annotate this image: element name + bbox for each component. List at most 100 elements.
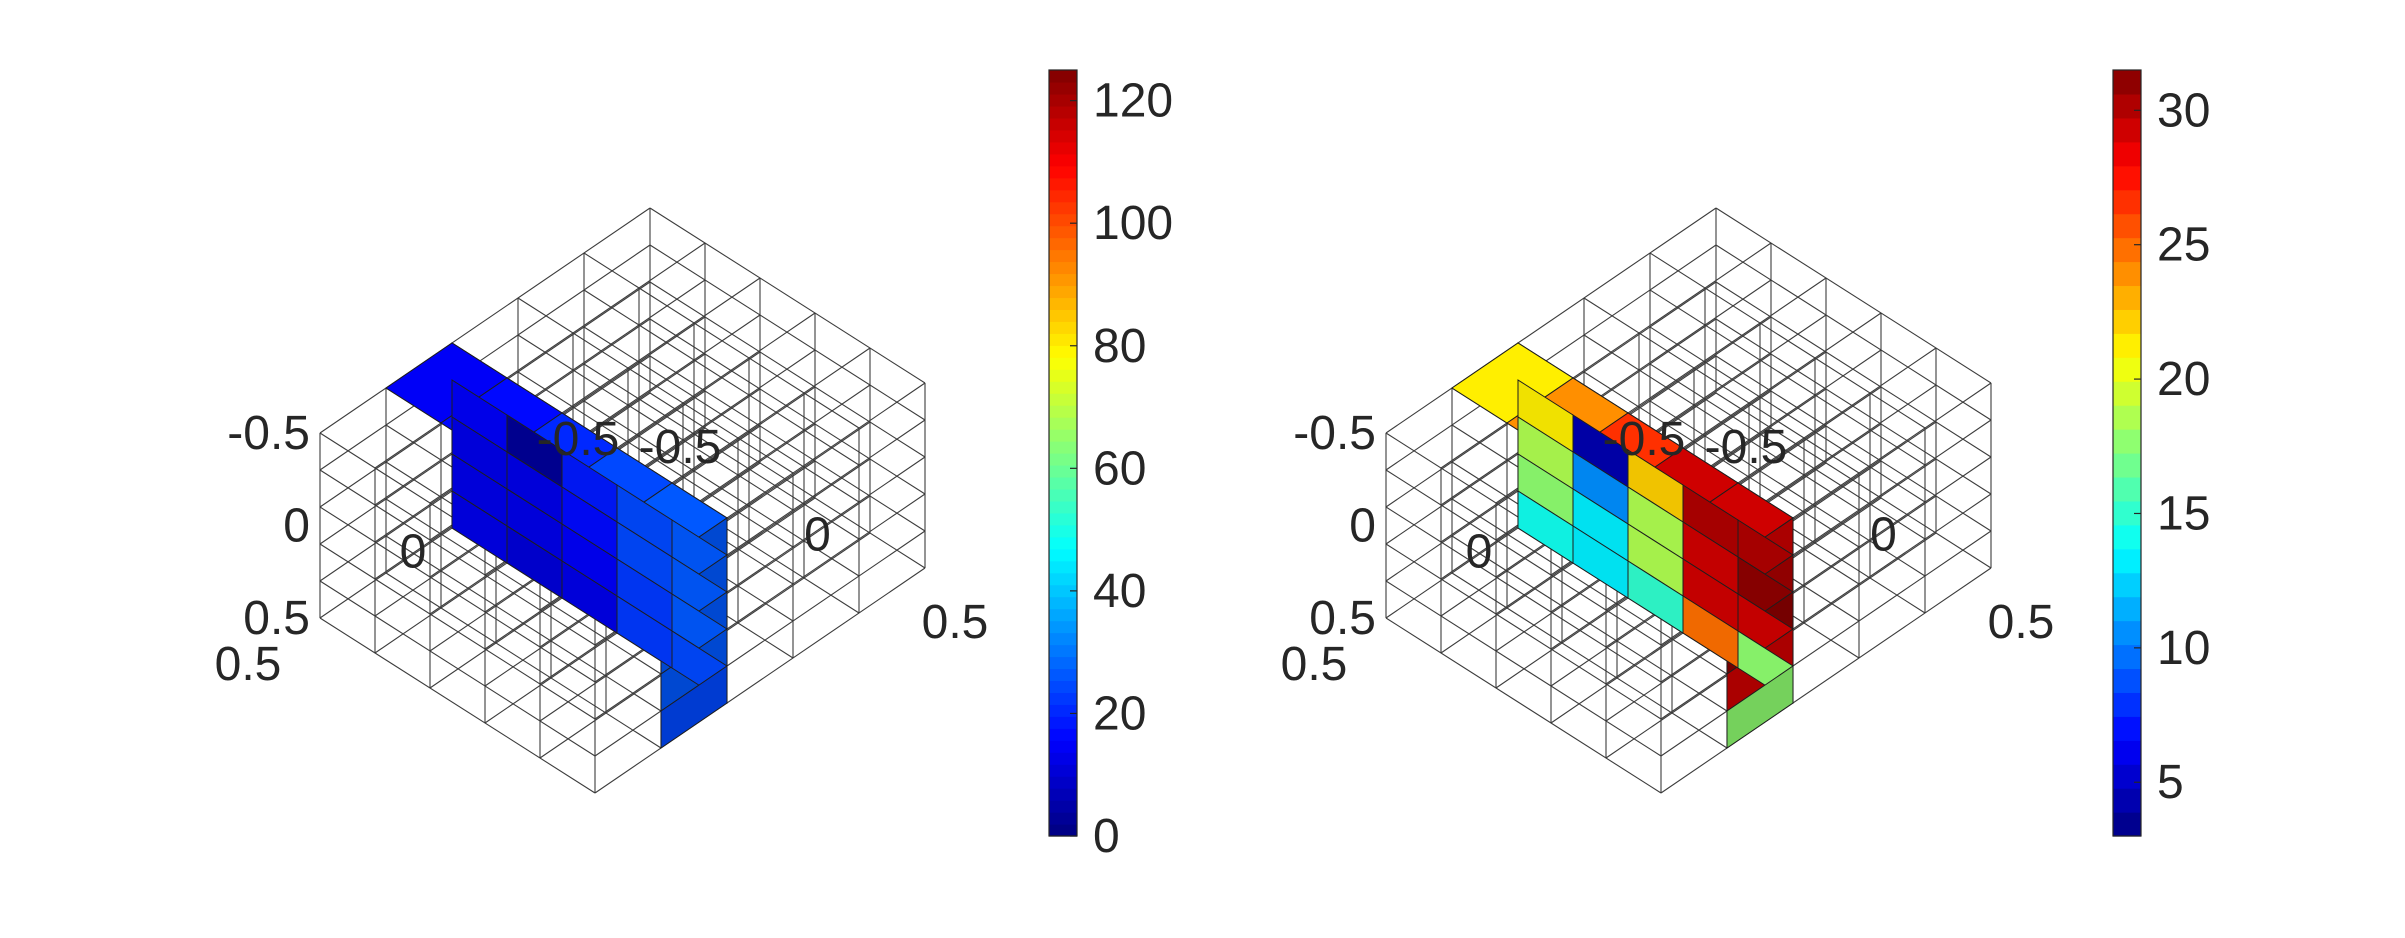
colorbar-swatch — [2113, 764, 2141, 789]
colorbar-swatch — [1049, 297, 1077, 310]
colorbar-swatch — [1049, 285, 1077, 299]
colorbar: 0 20 40 60 80 100 120 — [1048, 69, 1173, 863]
colorbar-swatch — [1049, 309, 1077, 322]
colorbar-swatch — [2113, 548, 2141, 574]
colorbar-swatch — [2113, 333, 2141, 358]
z-tick-label: 0.5 — [243, 592, 310, 645]
colorbar-swatch — [1049, 488, 1077, 502]
colorbar-swatch — [1049, 800, 1077, 813]
colorbar-swatch — [1049, 81, 1077, 95]
colorbar-swatch — [2113, 93, 2141, 119]
colorbar-swatch — [1049, 584, 1077, 598]
colorbar-swatch — [1049, 177, 1077, 191]
colorbar-swatch — [2113, 476, 2141, 502]
colorbar-tick-label: 120 — [1093, 75, 1173, 128]
colorbar-swatch — [1049, 644, 1077, 658]
x-tick-label: 0 — [1870, 509, 1897, 562]
colorbar-swatch — [2113, 740, 2141, 765]
colorbar-swatch — [2113, 213, 2141, 239]
voxel-side-face — [1726, 665, 1794, 749]
colorbar-tick-label: 40 — [1093, 565, 1146, 618]
colorbar-swatch — [1049, 776, 1077, 789]
colorbar-swatch — [2113, 453, 2141, 478]
colorbar-swatch — [1049, 512, 1077, 526]
colorbar-swatch — [1049, 141, 1077, 155]
colorbar-tick-label: 0 — [1093, 810, 1120, 863]
colorbar-tick-label: 5 — [2157, 756, 2184, 809]
colorbar-swatch — [1049, 105, 1077, 119]
voxel-slice — [1451, 342, 1794, 749]
colorbar-tick-label: 20 — [2157, 353, 2210, 406]
y-tick-label: 0 — [400, 526, 427, 579]
colorbar-swatch — [1049, 369, 1077, 382]
colorbar-swatch — [1049, 393, 1077, 406]
colorbar-swatch — [1049, 812, 1077, 825]
colorbar-swatch — [1049, 321, 1077, 334]
colorbar-swatch — [2113, 692, 2141, 717]
colorbar-swatch — [1049, 596, 1077, 610]
colorbar-swatch — [1049, 560, 1077, 574]
colorbar-swatch — [2113, 357, 2141, 382]
colorbar-swatch — [2113, 620, 2141, 646]
y-tick-label: -0.5 — [1603, 413, 1686, 466]
voxel-slice — [385, 342, 728, 749]
colorbar-swatch — [1049, 417, 1077, 430]
colorbar-swatch — [1049, 441, 1077, 454]
x-tick-label: 0.5 — [1988, 596, 2055, 649]
colorbar-swatch — [1049, 453, 1077, 466]
colorbar-swatch — [1049, 656, 1077, 670]
colorbar-swatch — [1049, 357, 1077, 370]
colorbar-swatch — [1049, 381, 1077, 394]
colorbar-swatch — [2113, 644, 2141, 670]
colorbar-swatch — [2113, 812, 2141, 837]
colorbar-tick-label: 10 — [2157, 622, 2210, 675]
y-tick-label: 0.5 — [1281, 638, 1348, 691]
colorbar-swatch — [1049, 668, 1077, 682]
colorbar-swatch — [2113, 261, 2141, 287]
colorbar: 5 10 15 20 25 30 — [2112, 69, 2210, 837]
colorbar-swatch — [2113, 285, 2141, 310]
colorbar-swatch — [1049, 70, 1077, 83]
z-tick-label: 0 — [1349, 500, 1376, 553]
y-tick-label: 0 — [1466, 526, 1493, 579]
voxel-side-face — [660, 665, 728, 749]
colorbar-tick-label: 25 — [2157, 219, 2210, 272]
colorbar-swatch — [1049, 249, 1077, 263]
colorbar-swatch — [1049, 692, 1077, 705]
x-tick-label: -0.5 — [1705, 421, 1788, 474]
colorbar-swatch — [2113, 237, 2141, 263]
colorbar-swatch — [1049, 93, 1077, 107]
colorbar-swatch — [2113, 596, 2141, 622]
colorbar-swatch — [1049, 129, 1077, 143]
y-tick-label: -0.5 — [537, 413, 620, 466]
colorbar-frame — [2112, 69, 2142, 837]
colorbar-swatch — [1049, 824, 1077, 837]
colorbar-swatch — [2113, 165, 2141, 191]
colorbar-swatch — [2113, 141, 2141, 167]
colorbar-swatch — [2113, 189, 2141, 215]
colorbar-swatch — [2113, 572, 2141, 598]
colorbar-tick-label: 100 — [1093, 197, 1173, 250]
colorbar-swatch — [2113, 429, 2141, 454]
colorbar-swatch — [2113, 716, 2141, 741]
z-tick-label: -0.5 — [227, 407, 310, 460]
colorbar-swatch — [1049, 273, 1077, 287]
colorbar-swatch — [2113, 70, 2141, 95]
colorbar-swatch — [1049, 213, 1077, 227]
colorbar-swatch — [1049, 464, 1077, 478]
x-tick-label: 0 — [804, 509, 831, 562]
colorbar-swatch — [1049, 429, 1077, 442]
colorbar-swatch — [1049, 345, 1077, 358]
colorbar-swatch — [1049, 752, 1077, 765]
colorbar-tick-label: 60 — [1093, 442, 1146, 495]
colorbar-swatch — [2113, 309, 2141, 334]
colorbar-swatch — [2113, 381, 2141, 406]
colorbar-swatch — [1049, 201, 1077, 215]
colorbar-swatch — [1049, 189, 1077, 203]
colorbar-swatch — [1049, 620, 1077, 634]
colorbar-swatch — [1049, 237, 1077, 251]
colorbar-swatch — [1049, 704, 1077, 717]
colorbar-swatch — [1049, 572, 1077, 586]
colorbar-swatch — [1049, 524, 1077, 538]
